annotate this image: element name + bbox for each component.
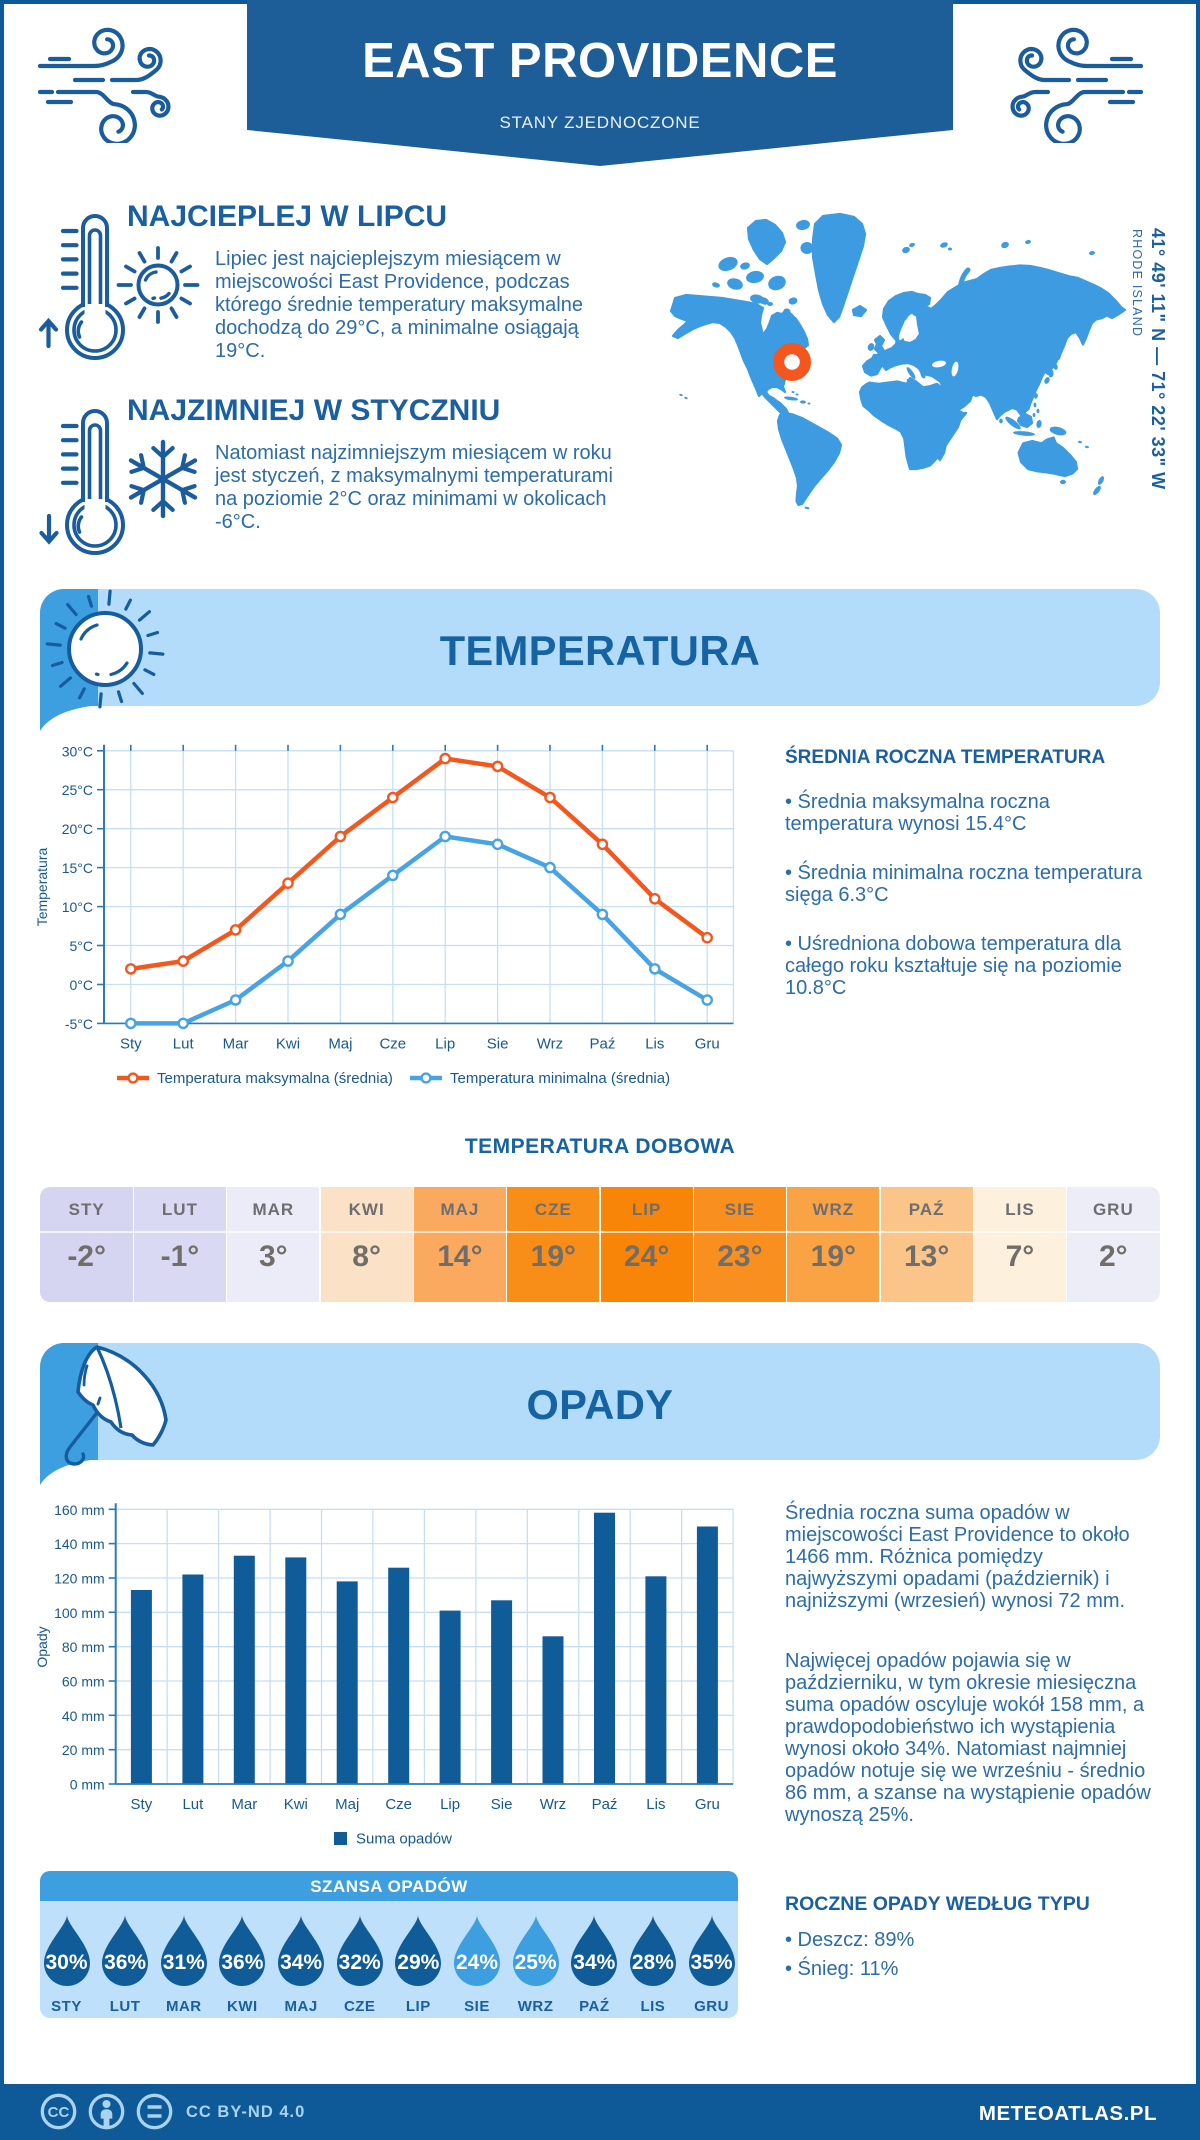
- svg-text:Paź: Paź: [592, 1796, 618, 1813]
- svg-text:Opady: Opady: [34, 1626, 50, 1667]
- svg-text:Temperatura: Temperatura: [34, 847, 50, 926]
- svg-text:Kwi: Kwi: [276, 1035, 300, 1052]
- svg-text:15°C: 15°C: [62, 860, 93, 876]
- svg-text:20 mm: 20 mm: [62, 1742, 105, 1758]
- svg-text:80 mm: 80 mm: [62, 1639, 105, 1655]
- svg-text:Lut: Lut: [182, 1796, 204, 1813]
- svg-text:-5°C: -5°C: [65, 1016, 93, 1032]
- svg-text:140 mm: 140 mm: [54, 1536, 105, 1552]
- svg-text:Lis: Lis: [645, 1035, 664, 1052]
- svg-text:0 mm: 0 mm: [70, 1777, 105, 1793]
- svg-text:Mar: Mar: [231, 1796, 257, 1813]
- svg-text:Cze: Cze: [385, 1796, 412, 1813]
- svg-text:Wrz: Wrz: [540, 1796, 566, 1813]
- svg-text:120 mm: 120 mm: [54, 1571, 105, 1587]
- svg-text:25°C: 25°C: [62, 782, 93, 798]
- svg-text:Temperatura maksymalna (średni: Temperatura maksymalna (średnia): [157, 1070, 393, 1087]
- svg-text:100 mm: 100 mm: [54, 1605, 105, 1621]
- svg-text:Gru: Gru: [695, 1035, 720, 1052]
- svg-text:Mar: Mar: [223, 1035, 249, 1052]
- svg-text:Temperatura minimalna (średnia: Temperatura minimalna (średnia): [450, 1070, 670, 1087]
- svg-text:10°C: 10°C: [62, 899, 93, 915]
- svg-text:Lip: Lip: [435, 1035, 455, 1052]
- svg-text:Sie: Sie: [487, 1035, 509, 1052]
- svg-text:60 mm: 60 mm: [62, 1674, 105, 1690]
- svg-text:0°C: 0°C: [70, 977, 94, 993]
- svg-text:Kwi: Kwi: [284, 1796, 308, 1813]
- svg-text:5°C: 5°C: [70, 938, 94, 954]
- svg-text:Cze: Cze: [379, 1035, 406, 1052]
- svg-text:Lip: Lip: [440, 1796, 460, 1813]
- svg-text:Sty: Sty: [120, 1035, 142, 1052]
- svg-text:CC: CC: [48, 2104, 70, 2121]
- svg-text:20°C: 20°C: [62, 821, 93, 837]
- svg-text:Lut: Lut: [173, 1035, 195, 1052]
- svg-text:Paź: Paź: [589, 1035, 615, 1052]
- svg-text:30°C: 30°C: [62, 743, 93, 759]
- svg-text:Maj: Maj: [328, 1035, 352, 1052]
- svg-text:160 mm: 160 mm: [54, 1502, 105, 1518]
- svg-text:Maj: Maj: [335, 1796, 359, 1813]
- svg-text:40 mm: 40 mm: [62, 1708, 105, 1724]
- svg-text:Sty: Sty: [131, 1796, 153, 1813]
- svg-text:Lis: Lis: [646, 1796, 665, 1813]
- svg-text:Wrz: Wrz: [537, 1035, 563, 1052]
- svg-text:Suma opadów: Suma opadów: [356, 1831, 452, 1848]
- svg-text:Gru: Gru: [695, 1796, 720, 1813]
- svg-text:Sie: Sie: [491, 1796, 513, 1813]
